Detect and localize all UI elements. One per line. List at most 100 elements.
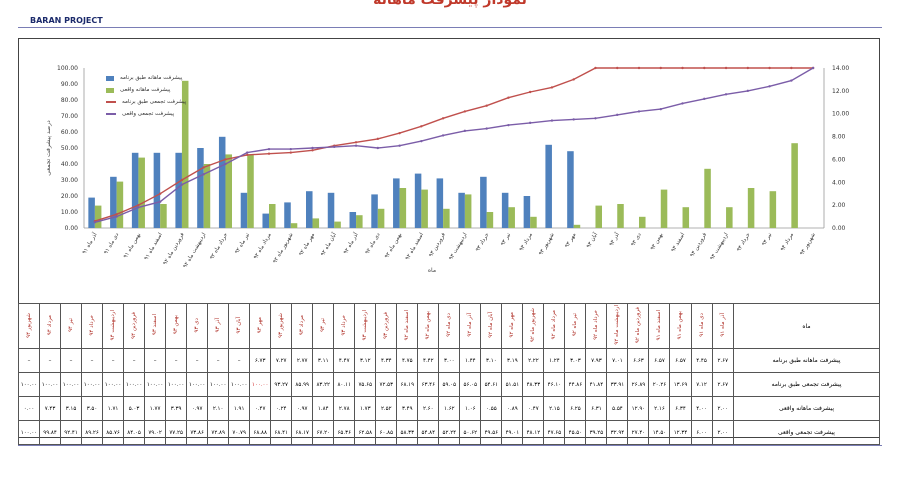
table-cell: ۴۹.۵۶: [480, 420, 503, 445]
table-header-month: شهریور ۹۳: [270, 303, 293, 349]
month-label: دی ۹۳: [194, 317, 201, 333]
point-planned-cumulative: [746, 66, 750, 70]
y2-tick-label: 10.00: [832, 111, 849, 118]
y-tick-label: 70.00: [61, 113, 78, 120]
table-cell: –: [144, 348, 167, 373]
bar-planned-monthly: [371, 194, 378, 228]
bar-actual-monthly: [334, 221, 341, 228]
bar-actual-monthly: [312, 218, 320, 228]
point-actual-cumulative: [289, 147, 292, 151]
point-actual-cumulative: [267, 147, 271, 151]
x-tick-label: آبان ۹۳: [585, 231, 600, 249]
bar-actual-monthly: [443, 208, 450, 228]
table-row: ۱۰۰.۰۰ ۹۹.۸۴ ۹۲.۴۱ ۸۹.۲۶ ۸۵.۷۶ ۸۴.۰۵ ۷۹.۰۲ ۷۷.۲…: [17, 420, 880, 445]
table-cell: ۱۰۰.۰۰: [17, 420, 41, 445]
point-actual-cumulative: [202, 173, 205, 176]
point-planned-cumulative: [202, 166, 205, 169]
table-cell: –: [165, 348, 188, 373]
table-cell: ۴۶.۱۰: [543, 372, 566, 397]
point-actual-cumulative: [115, 215, 118, 218]
point-actual-cumulative: [376, 146, 380, 150]
table-cell: ۰.۵۵: [480, 396, 503, 421]
brand-logo: BARAN PROJECT: [30, 16, 103, 25]
point-actual-cumulative: [594, 117, 597, 120]
bar-actual-monthly: [530, 216, 537, 228]
point-actual-cumulative: [333, 145, 336, 149]
table-cell: –: [17, 348, 41, 373]
page-title: نمودار پیشرفت ماهانه: [373, 0, 527, 8]
table-header-month: دی ۹۳: [186, 303, 209, 349]
point-planned-cumulative: [289, 151, 292, 154]
table-cell: ۱۰۰.۰۰: [123, 372, 146, 397]
table-cell: ۸۵.۹۹: [291, 372, 314, 397]
table-header-month: آذر ماه ۹۱: [711, 303, 735, 349]
table-header-month: خرداد ماه ۹۲: [585, 303, 608, 349]
table-header-month: آذر ماه ۹۲: [459, 303, 482, 349]
bar-actual-monthly: [660, 189, 668, 228]
point-planned-cumulative: [550, 86, 554, 89]
point-planned-cumulative: [724, 66, 728, 70]
y2-tick-label: 12.00: [832, 88, 849, 95]
bar-actual-monthly: [399, 188, 407, 228]
x-tick-label: مرداد ۹۳: [519, 232, 534, 252]
header-divider: [18, 27, 882, 28]
month-label: مهر ۹۳: [257, 316, 264, 334]
table-cell: ۲.۷۸: [333, 396, 356, 421]
y-tick-label: 100.00: [57, 65, 78, 72]
table-cell: ۳.۰۰: [438, 348, 461, 373]
bar-planned-monthly: [327, 192, 335, 228]
bar-actual-monthly: [508, 207, 515, 228]
point-planned-cumulative: [158, 192, 162, 195]
month-label: فروردین ۹۳: [383, 311, 390, 339]
table-cell: –: [207, 348, 230, 373]
table-cell: ۳.۱۹: [501, 348, 524, 373]
table-row: – – – – – – – – – – –۶.۷۳ ۷.۲۷ ۲.۷۷ ۳.۱۱ ۴.۴۷ ۳.۱۲ ۴.۳۴ ۴…: [17, 348, 880, 373]
table-cell: ۷.۲۷: [270, 348, 293, 373]
legend-label: پیشرفت تجمعی طبق برنامه: [122, 99, 187, 105]
table-cell: ۴.۰۰: [690, 396, 713, 421]
bar-actual-monthly: [225, 154, 232, 228]
y2-tick-label: 14.00: [832, 65, 849, 72]
table-cell: ۱۳.۶۹: [669, 372, 692, 397]
table-cell: ۳۲.۹۴: [606, 420, 629, 445]
table-header-month: خرداد ۹۴: [81, 303, 104, 349]
point-planned-cumulative: [420, 125, 423, 128]
point-planned-cumulative: [463, 110, 467, 113]
bar-actual-monthly: [290, 223, 298, 228]
line-actual-cumulative: [94, 67, 814, 223]
table-row-label: پیشرفت ماهانه واقعی: [733, 396, 880, 421]
table-cell: ۲.۶۷: [711, 372, 735, 397]
table-cell: ۴۸.۳۳: [522, 372, 545, 397]
table-cell: ۲.۰۰: [711, 420, 735, 445]
y-axis-label: درصد پیشرفت تجمعی: [45, 120, 52, 176]
bar-actual-monthly: [464, 194, 472, 228]
y-tick-label: 60.00: [61, 129, 78, 136]
bar-actual-monthly: [421, 189, 428, 228]
table-row-label: پیشرفت ماهانه طبق برنامه: [733, 348, 880, 373]
y-tick-label: 0.00: [65, 225, 79, 232]
bar-planned-monthly: [175, 152, 182, 228]
table-header-month: مهر ۹۳: [249, 303, 272, 349]
table-cell: ۴۱.۸۴: [585, 372, 608, 397]
table-cell: ۱۰۰.۰۰: [102, 372, 125, 397]
bar-planned-monthly: [436, 178, 444, 228]
x-tick-label: خرداد ۹۳: [475, 232, 490, 253]
month-label: تیر ۹۳: [320, 318, 327, 332]
point-planned-cumulative: [180, 178, 184, 182]
table-cell: ۱.۲۴: [543, 348, 566, 373]
chart-legend: پیشرفت ماهانه طبق برنامه پیشرفت ماهانه و…: [106, 72, 186, 120]
point-actual-cumulative: [768, 85, 771, 88]
point-actual-cumulative: [528, 121, 532, 125]
point-actual-cumulative: [463, 129, 467, 133]
bar-actual-monthly: [573, 224, 581, 228]
table-cell: ۹۳.۲۷: [270, 372, 293, 397]
x-tick-label: فروردین ماه ۹۲: [162, 232, 185, 267]
x-axis-label: ماه: [428, 267, 436, 274]
bar-planned-monthly: [218, 136, 226, 228]
month-label: آذر ۹۳: [215, 317, 222, 333]
x-tick-label: دی ۹۳: [630, 232, 643, 248]
table-cell: ۳۳.۹۱: [606, 372, 629, 397]
bar-planned-monthly: [349, 212, 357, 228]
x-tick-label: خرداد ۹۴: [736, 232, 751, 253]
point-actual-cumulative: [572, 118, 575, 121]
